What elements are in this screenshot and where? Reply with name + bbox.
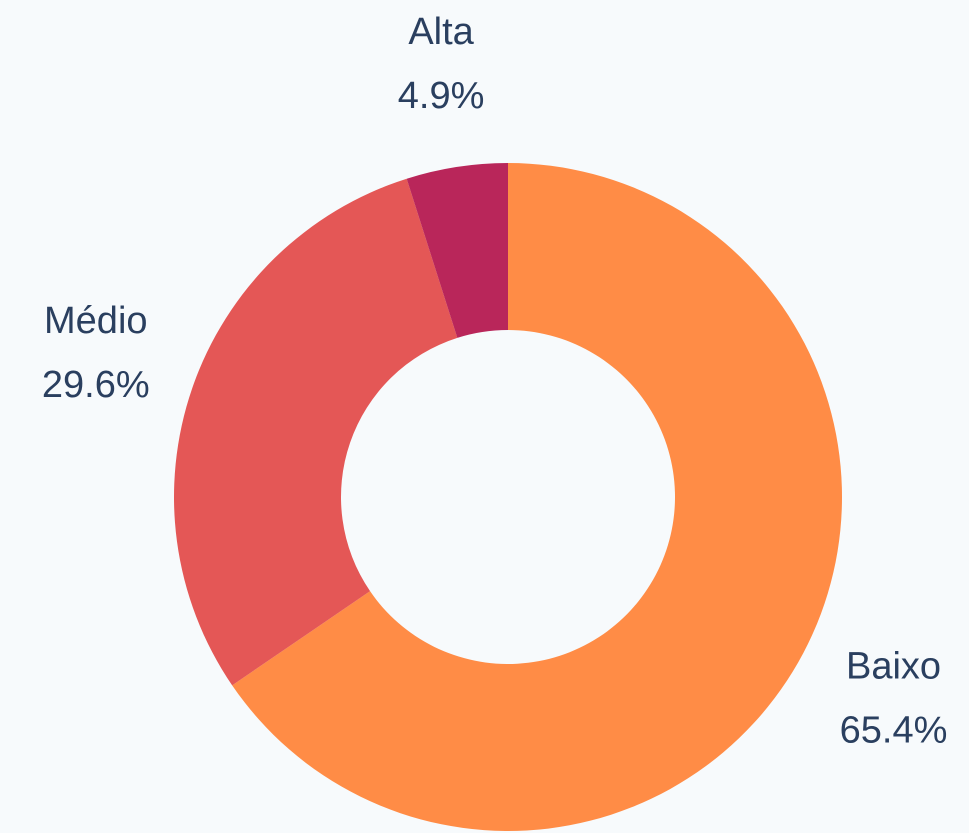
- slice-value-label: 29.6%: [42, 364, 150, 406]
- slice-label: Alta: [408, 11, 474, 53]
- slice-value-label: 4.9%: [398, 75, 485, 117]
- donut-slice: [406, 163, 508, 338]
- slice-value-label: 65.4%: [840, 710, 948, 752]
- donut-slice: [232, 163, 842, 832]
- donut-slice: [173, 178, 458, 686]
- slice-label: Médio: [44, 300, 148, 342]
- slice-label: Baixo: [846, 646, 941, 688]
